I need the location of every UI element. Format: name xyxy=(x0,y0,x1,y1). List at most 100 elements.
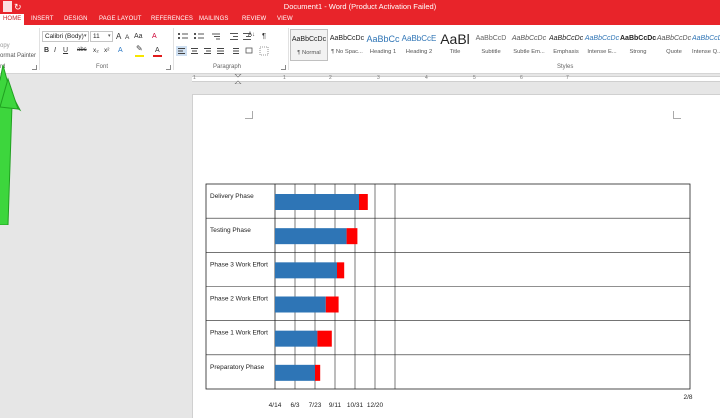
subscript-button[interactable]: x₂ xyxy=(93,47,99,54)
style-intense-quote[interactable]: AaBbCcDc Intense Q... xyxy=(692,35,720,55)
style-subtle-emphasis[interactable]: AaBbCcDc Subtle Em... xyxy=(511,35,547,55)
chart-tick-label: 12/20 xyxy=(367,402,384,409)
chart-tick-label: 4/14 xyxy=(269,402,282,409)
gantt-chart[interactable]: Delivery Phase Testing Phase Phase 3 Work … xyxy=(0,84,720,418)
chart-bar-duration xyxy=(275,194,359,210)
italic-button[interactable]: I xyxy=(54,47,56,54)
grow-font-icon[interactable]: A xyxy=(116,32,122,41)
group-divider xyxy=(288,28,289,70)
borders-icon[interactable] xyxy=(259,46,269,56)
ruler-number: 1 xyxy=(283,75,286,81)
align-left-icon[interactable] xyxy=(176,46,187,56)
style-quote[interactable]: AaBbCcDc Quote xyxy=(656,35,692,55)
bullets-icon[interactable] xyxy=(178,33,188,39)
paragraph-controls xyxy=(176,33,269,56)
highlight-icon[interactable]: ✎ xyxy=(136,44,143,53)
clipboard-dialog-launcher[interactable] xyxy=(32,65,37,70)
font-family-select[interactable]: Calibri (Body) xyxy=(42,31,89,42)
style-heading-1[interactable]: AaBbCc Heading 1 xyxy=(366,34,400,55)
shading-icon[interactable] xyxy=(245,47,253,54)
line-spacing-icon[interactable] xyxy=(233,48,239,54)
sort-icon[interactable]: A↓ xyxy=(248,32,256,38)
highlight-color-swatch xyxy=(135,55,144,57)
margin-corner xyxy=(245,111,253,119)
style-normal[interactable]: AaBbCcDc ¶ Normal xyxy=(290,29,328,61)
tab-references[interactable]: REFERENCES xyxy=(151,16,194,22)
copy-button[interactable]: opy xyxy=(0,43,10,49)
word-icon[interactable] xyxy=(3,1,12,12)
styles-group-label: Styles xyxy=(557,64,574,70)
font-color-icon[interactable]: A xyxy=(155,47,160,54)
chart-row-label: Preparatory Phase xyxy=(210,364,265,371)
margin-corner xyxy=(673,111,681,119)
paragraph-dialog-launcher[interactable] xyxy=(281,65,286,70)
green-arrow-annotation xyxy=(0,64,22,225)
strikethrough-button[interactable]: abc xyxy=(77,47,87,53)
style-emphasis[interactable]: AaBbCcDc Emphasis xyxy=(549,35,583,55)
group-divider xyxy=(39,28,40,70)
paragraph-group-label: Paragraph xyxy=(213,64,242,70)
superscript-button[interactable]: x² xyxy=(104,47,110,54)
ribbon-home: opy ormat Painter rd Calibri (Body) ▾ 11… xyxy=(0,25,720,74)
ruler-number: 6 xyxy=(520,75,523,81)
ruler-number: 1 xyxy=(193,75,196,81)
group-divider xyxy=(173,28,174,70)
chart-bar-slack xyxy=(359,194,368,210)
increase-indent-icon[interactable] xyxy=(243,33,251,40)
ruler-number: 5 xyxy=(473,75,476,81)
style-strong[interactable]: AaBbCcDc Strong xyxy=(620,35,656,55)
indent-marker-icon[interactable] xyxy=(234,74,242,84)
tab-view[interactable]: VIEW xyxy=(277,16,293,22)
justify-icon[interactable] xyxy=(217,48,224,54)
format-painter-button[interactable]: ormat Painter xyxy=(0,53,37,59)
shrink-font-icon[interactable]: A xyxy=(125,34,130,41)
chart-bar-slack xyxy=(346,228,358,245)
chart-row-label: Phase 2 Work Effort xyxy=(210,296,268,303)
align-right-icon[interactable] xyxy=(204,48,211,54)
chart-bar-slack xyxy=(315,364,321,381)
style-no-spacing[interactable]: AaBbCcDc ¶ No Spac... xyxy=(329,35,365,55)
ruler-number: 7 xyxy=(566,75,569,81)
ruler-number: 2 xyxy=(329,75,332,81)
align-center-icon[interactable] xyxy=(191,48,198,54)
chart-tick-label: 9/11 xyxy=(329,402,342,409)
numbering-icon[interactable] xyxy=(194,33,204,39)
font-dialog-launcher[interactable] xyxy=(166,65,171,70)
decrease-indent-icon[interactable] xyxy=(230,33,238,40)
tab-design[interactable]: DESIGN xyxy=(64,16,88,22)
font-family-value: Calibri (Body) xyxy=(45,33,84,40)
bold-button[interactable]: B xyxy=(44,47,50,54)
change-case-icon[interactable]: Aa xyxy=(134,33,143,40)
font-group-label: Font xyxy=(96,64,109,70)
tab-mailings[interactable]: MAILINGS xyxy=(199,16,229,22)
chart-row-label: Delivery Phase xyxy=(210,193,254,200)
tab-page-layout[interactable]: PAGE LAYOUT xyxy=(99,16,142,22)
chart-tick-label: 7/23 xyxy=(309,402,322,409)
font-size-dropdown-icon[interactable]: ▾ xyxy=(108,33,111,39)
document-area[interactable]: Delivery Phase Testing Phase Phase 3 Work … xyxy=(0,84,720,418)
style-subtitle[interactable]: AaBbCcD Subtitle xyxy=(475,35,507,55)
chart-bar-slack xyxy=(317,330,332,347)
chart-bar-duration xyxy=(275,296,326,313)
show-formatting-icon[interactable]: ¶ xyxy=(262,31,267,40)
font-family-dropdown-icon[interactable]: ▾ xyxy=(84,33,87,39)
chart-row-label: Phase 3 Work Effort xyxy=(210,261,268,268)
multilevel-list-icon[interactable] xyxy=(212,33,220,40)
redo-icon[interactable]: ↻ xyxy=(14,2,22,12)
chart-row-label: Testing Phase xyxy=(210,227,251,234)
clear-formatting-icon[interactable]: A xyxy=(152,33,157,40)
text-effects-icon[interactable]: A xyxy=(118,47,123,54)
style-intense-emphasis[interactable]: AaBbCcDc Intense E... xyxy=(584,35,620,55)
underline-button[interactable]: U xyxy=(63,47,69,54)
tab-home[interactable]: HOME xyxy=(0,14,25,25)
title-bar: ↻ Document1 - Word (Product Activation F… xyxy=(0,0,720,14)
font-size-select[interactable]: 11 xyxy=(90,31,113,42)
horizontal-ruler[interactable]: 1 1 2 3 4 5 6 7 xyxy=(0,74,720,84)
chart-tick-label: 2/8 xyxy=(683,394,692,401)
tab-insert[interactable]: INSERT xyxy=(31,16,54,22)
tab-review[interactable]: REVIEW xyxy=(242,16,267,22)
ruler-number: 4 xyxy=(425,75,428,81)
chart-bar-duration xyxy=(275,228,347,245)
style-heading-2[interactable]: AaBbCcE Heading 2 xyxy=(401,34,437,55)
style-title[interactable]: AaBl Title xyxy=(440,31,470,55)
